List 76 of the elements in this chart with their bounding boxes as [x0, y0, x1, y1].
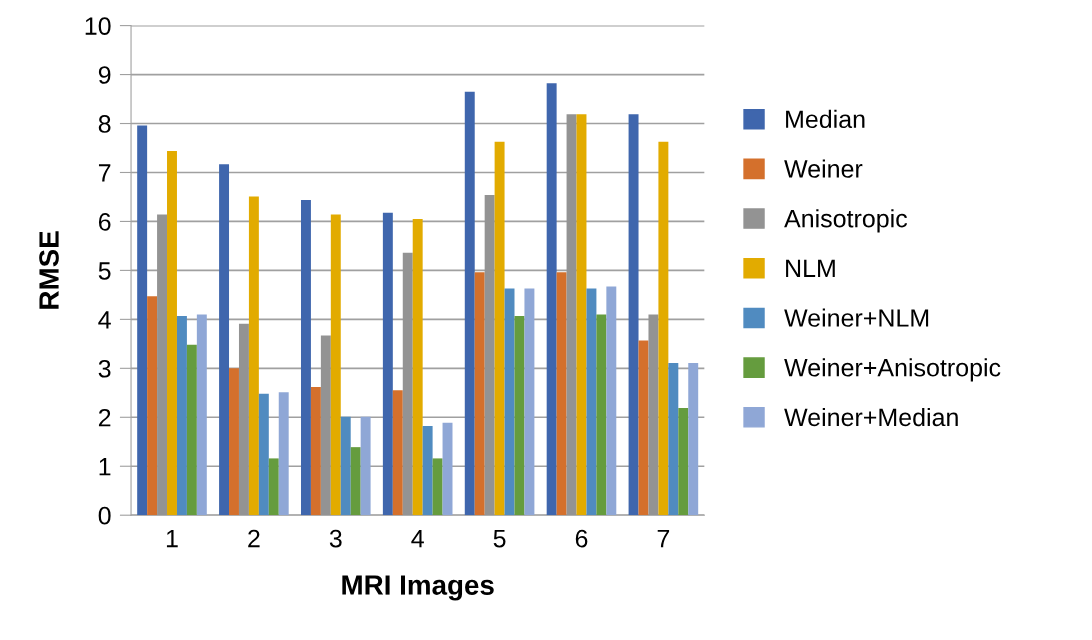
- y-tick-label: 7: [98, 164, 111, 182]
- y-tick-label: 4: [98, 311, 111, 329]
- y-tick-label: 9: [98, 66, 111, 84]
- y-tick-label: 10: [85, 17, 111, 35]
- bar: [464, 91, 475, 516]
- bar: [268, 458, 279, 516]
- y-tick-label: 3: [98, 359, 111, 378]
- legend-label: Median: [786, 109, 865, 129]
- bar: [330, 214, 341, 516]
- bar: [678, 407, 689, 516]
- bar: [432, 458, 443, 516]
- bar: [576, 114, 587, 516]
- y-tick-label: 0: [98, 506, 111, 525]
- bar: [320, 335, 331, 516]
- x-tick-label: 3: [329, 529, 342, 548]
- bar: [300, 199, 311, 516]
- bar: [382, 212, 393, 516]
- x-tick-label: 6: [575, 529, 588, 548]
- legend-label: Weiner+Anisotropic: [784, 358, 1001, 382]
- bar: [484, 195, 495, 516]
- bar: [514, 315, 525, 516]
- bar: [422, 426, 433, 516]
- bar: [474, 272, 485, 516]
- bar: [648, 314, 659, 516]
- y-tick-label: 6: [98, 213, 111, 231]
- bar: [606, 286, 617, 516]
- bar: [278, 392, 289, 516]
- bar: [566, 114, 577, 516]
- bar: [412, 218, 423, 516]
- bar: [658, 141, 669, 516]
- bar: [310, 386, 321, 516]
- bar: [196, 314, 207, 516]
- bar: [186, 344, 197, 516]
- legend-label: Weiner+Median: [784, 407, 958, 427]
- bar: [586, 288, 597, 516]
- x-tick-label: 2: [248, 529, 260, 548]
- x-axis-title: MRI Images: [342, 575, 494, 601]
- bar: [392, 390, 403, 516]
- bar: [638, 340, 649, 516]
- bar: [248, 196, 259, 516]
- legend-label: Anisotropic: [784, 209, 908, 233]
- bar: [402, 252, 413, 516]
- y-tick-label: 2: [98, 408, 111, 427]
- bar: [176, 315, 187, 516]
- bar: [668, 362, 679, 516]
- bar: [350, 447, 361, 516]
- bar: [546, 83, 557, 516]
- bar: [524, 288, 535, 516]
- bar: [688, 362, 699, 516]
- bar: [157, 214, 168, 516]
- bar: [167, 150, 177, 516]
- bar: [147, 296, 158, 516]
- bar: [628, 114, 639, 516]
- x-tick-label: 1: [166, 530, 178, 548]
- bar: [229, 368, 239, 516]
- legend-label: Weiner+NLM: [784, 308, 929, 327]
- bar: [137, 125, 148, 516]
- legend-label: Weiner: [784, 159, 863, 178]
- x-tick-label: 4: [411, 530, 424, 548]
- bar: [556, 272, 567, 516]
- bar: [504, 288, 515, 516]
- y-tick-label: 5: [98, 262, 111, 280]
- y-tick-label: 8: [98, 115, 111, 133]
- bar: [219, 164, 230, 516]
- bar: [494, 141, 505, 516]
- legend-label: NLM: [786, 259, 835, 277]
- bar: [340, 416, 351, 516]
- bar: [238, 323, 249, 516]
- bar: [258, 393, 269, 516]
- y-tick-label: 1: [99, 458, 111, 476]
- bar: [442, 422, 453, 516]
- y-axis-title: RMSE: [39, 231, 59, 309]
- bar: [596, 314, 607, 516]
- x-tick-label: 5: [493, 530, 506, 548]
- bar: [360, 416, 371, 516]
- x-tick-label: 7: [657, 530, 670, 548]
